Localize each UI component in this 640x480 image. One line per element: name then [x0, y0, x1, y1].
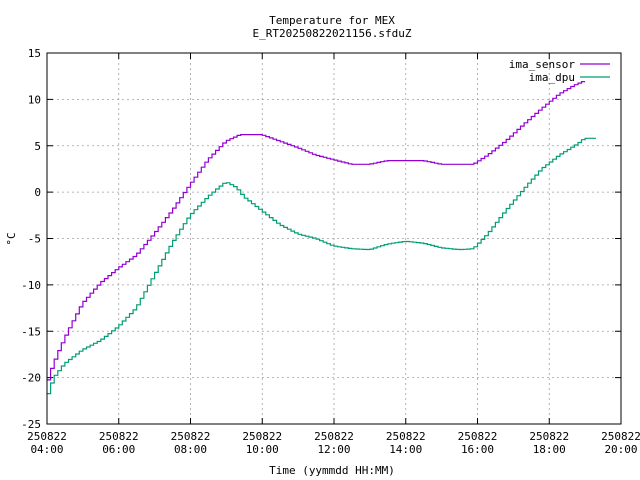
x-tick-label-time: 06:00	[102, 443, 135, 456]
x-tick-label-time: 20:00	[604, 443, 637, 456]
x-tick-label-time: 08:00	[174, 443, 207, 456]
x-tick-label-date: 250822	[242, 430, 282, 443]
y-tick-label: -15	[21, 325, 41, 338]
x-tick-label-date: 250822	[458, 430, 498, 443]
x-tick-label-time: 18:00	[533, 443, 566, 456]
series-line-ima-sensor	[47, 81, 586, 381]
grid-lines	[47, 53, 621, 424]
x-axis: 25082204:0025082206:0025082208:002508221…	[27, 53, 640, 456]
x-tick-label-time: 10:00	[246, 443, 279, 456]
y-tick-label: -10	[21, 279, 41, 292]
legend-label-ima-sensor: ima_sensor	[509, 58, 576, 71]
legend-label-ima-dpu: ima_dpu	[529, 71, 575, 84]
x-tick-label-date: 250822	[386, 430, 426, 443]
x-tick-label-date: 250822	[171, 430, 211, 443]
y-tick-label: -20	[21, 372, 41, 385]
y-axis: -25 -20 -15 -10 -5 0 5 10 15	[21, 47, 621, 431]
x-tick-label-time: 12:00	[317, 443, 350, 456]
series-line-ima-dpu	[47, 137, 596, 395]
y-tick-label: 5	[34, 140, 41, 153]
x-axis-label: Time (yymmdd HH:MM)	[269, 464, 395, 477]
plot-frame	[46, 52, 622, 425]
x-tick-label-date: 250822	[99, 430, 139, 443]
y-tick-label: -25	[21, 418, 41, 431]
x-tick-label-time: 16:00	[461, 443, 494, 456]
y-tick-label: 0	[34, 186, 41, 199]
x-tick-label-time: 04:00	[30, 443, 63, 456]
x-tick-label-date: 250822	[314, 430, 354, 443]
series-group	[47, 81, 596, 395]
y-tick-label: -5	[28, 233, 41, 246]
chart-title: Temperature for MEX	[269, 14, 395, 27]
chart-subtitle: E_RT20250822021156.sfduZ	[253, 27, 412, 40]
x-tick-label-date: 250822	[601, 430, 640, 443]
legend: ima_sensor ima_dpu	[509, 58, 610, 84]
x-tick-label-date: 250822	[27, 430, 67, 443]
x-tick-label-date: 250822	[529, 430, 569, 443]
y-axis-label: °C	[5, 232, 18, 245]
x-tick-label-time: 14:00	[389, 443, 422, 456]
y-tick-label: 10	[28, 93, 41, 106]
y-tick-label: 15	[28, 47, 41, 60]
